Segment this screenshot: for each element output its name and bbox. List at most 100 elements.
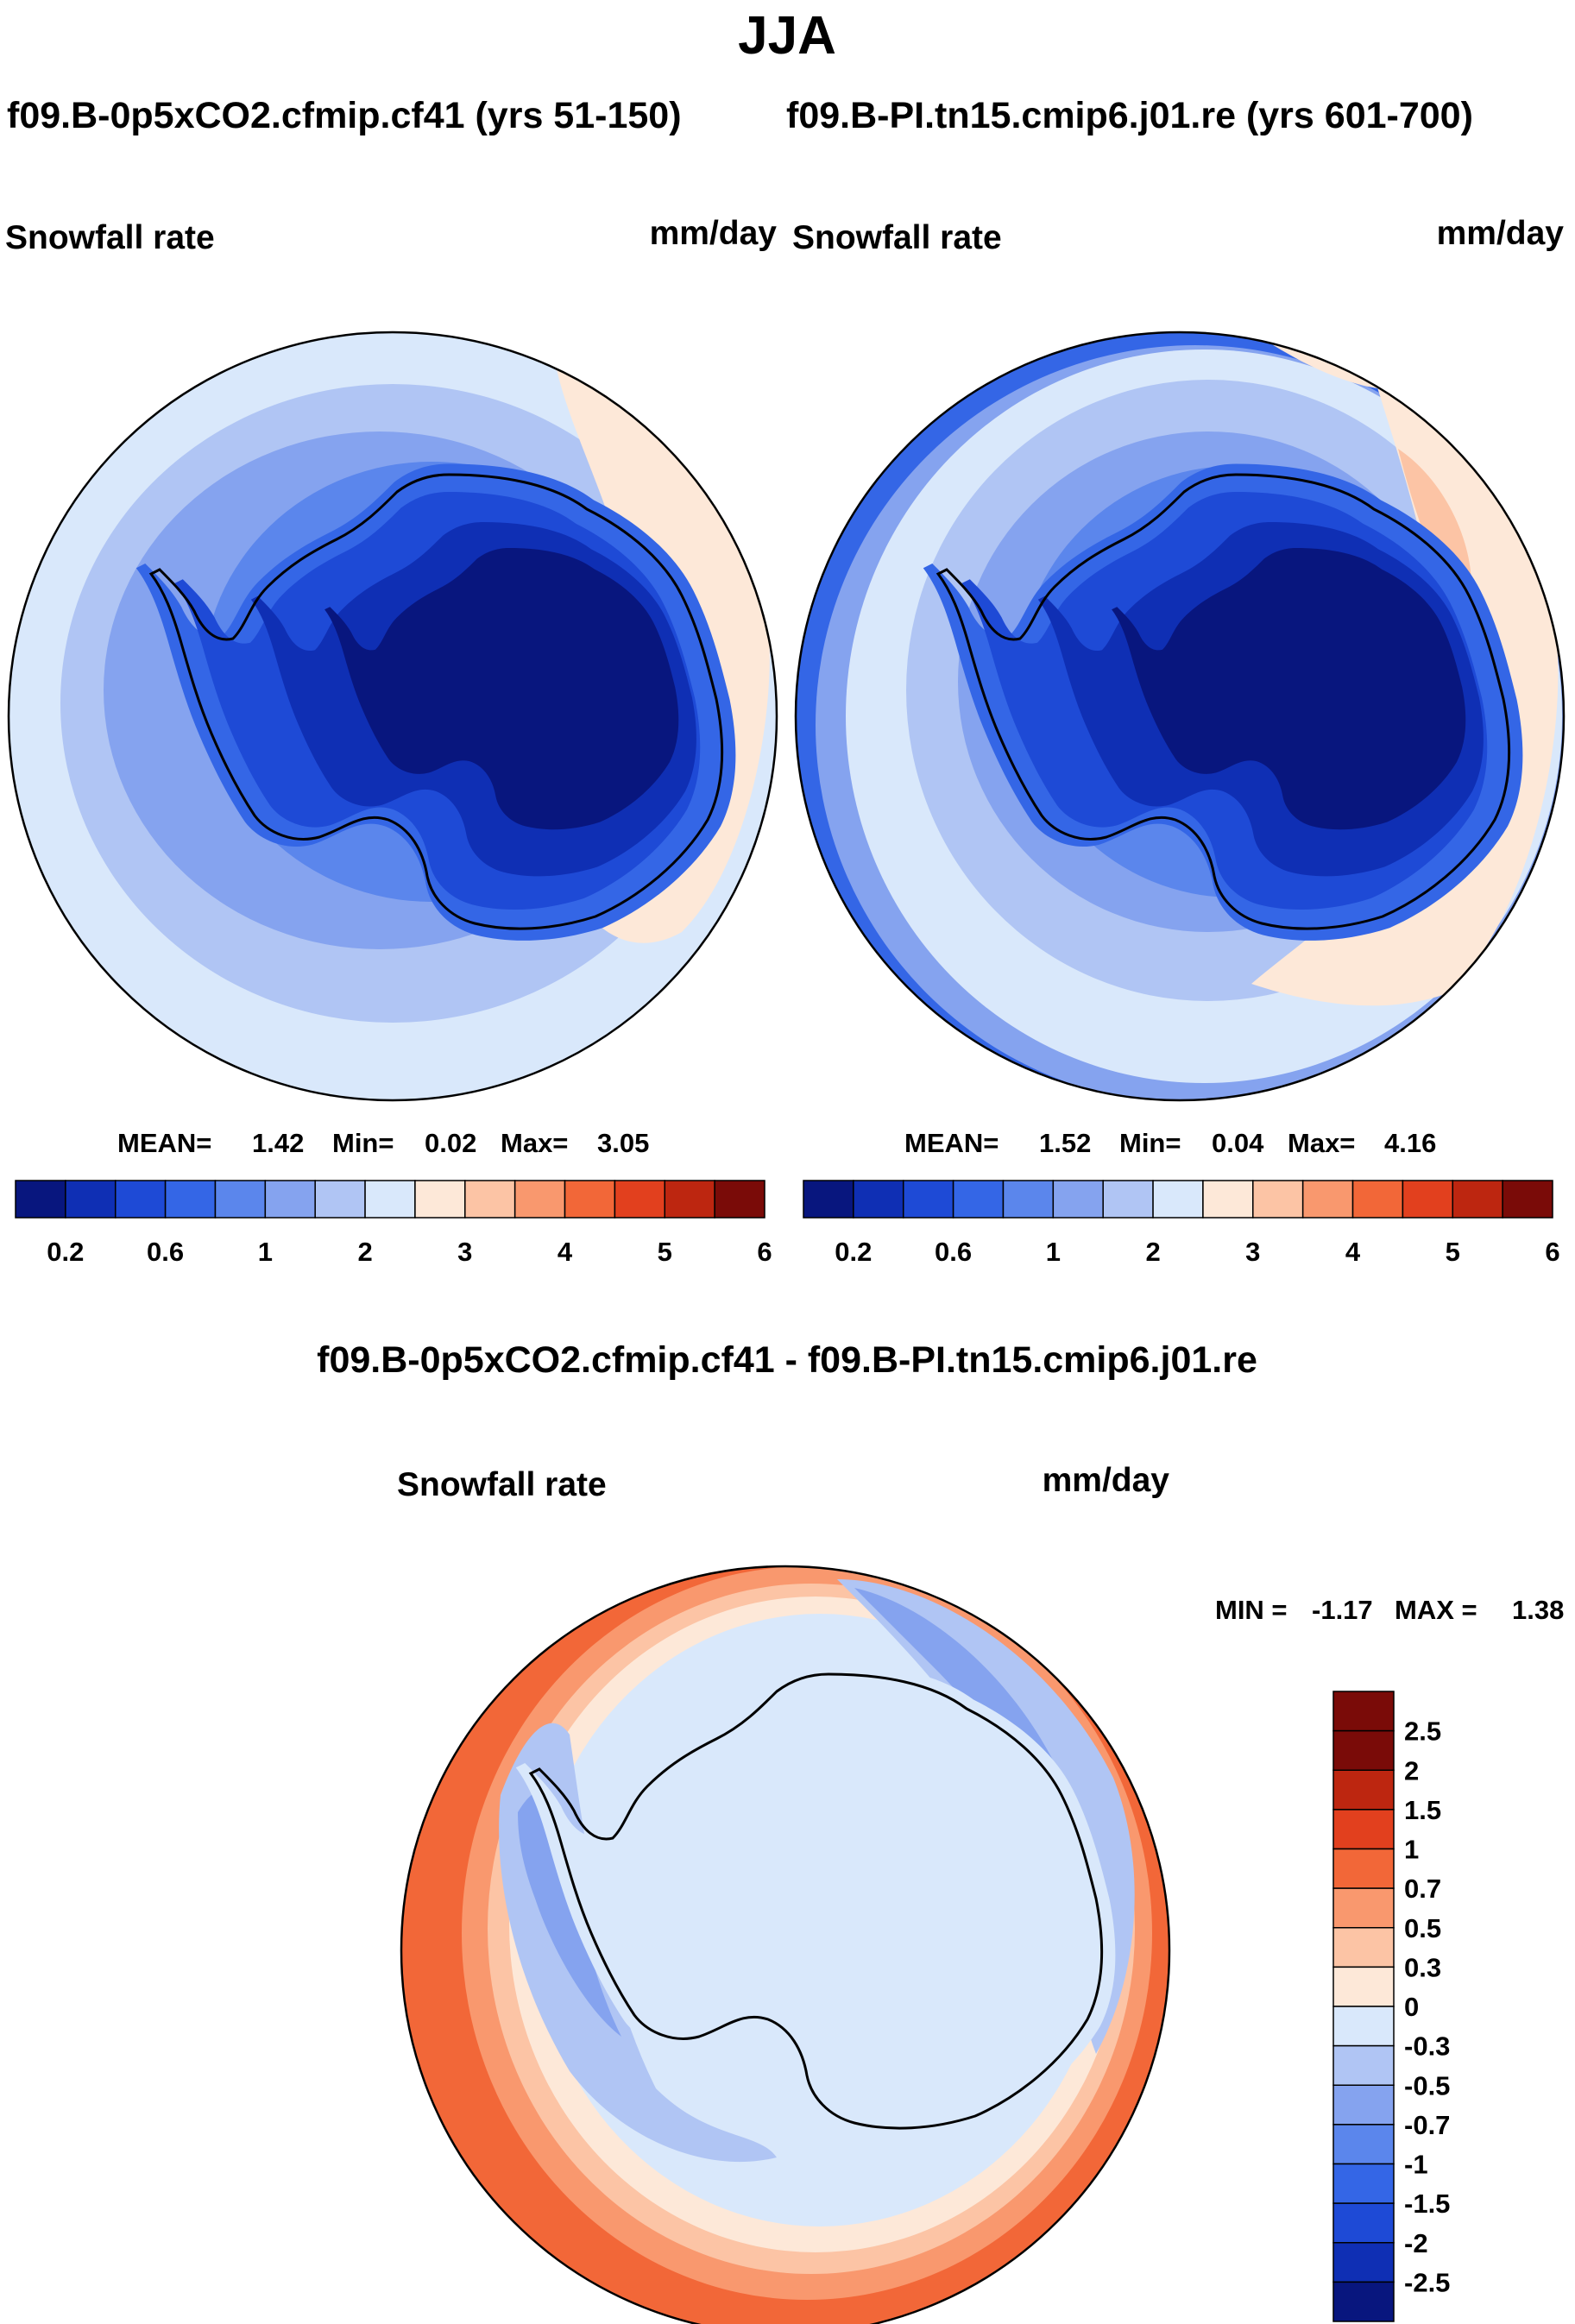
left-colorbar-tick-label: 6 <box>757 1237 772 1267</box>
right-colorbar-box <box>853 1180 904 1219</box>
left-colorbar-tick-label: 0.2 <box>47 1237 84 1267</box>
right-stats-mean-label: MEAN= <box>904 1128 999 1158</box>
right-colorbar <box>803 1180 1553 1219</box>
left-colorbar-box <box>714 1180 765 1219</box>
diff-map <box>401 1566 1169 2324</box>
right-map-border <box>794 331 1566 1102</box>
left-colorbar-tick-label: 4 <box>558 1237 573 1267</box>
diff-map-border <box>400 1565 1171 2324</box>
right-colorbar-box <box>1252 1180 1304 1219</box>
diff-stats-min-label: MIN = <box>1215 1595 1288 1625</box>
diff-variable-label: Snowfall rate <box>397 1466 607 1503</box>
right-colorbar-box <box>952 1180 1005 1219</box>
right-colorbar-box <box>803 1180 854 1219</box>
diff-stats-min: -1.17 <box>1312 1595 1373 1625</box>
left-units-label: mm/day <box>650 215 778 252</box>
left-colorbar-box <box>564 1180 616 1219</box>
diff-colorbar-box <box>1332 2006 1395 2047</box>
diff-colorbar-box <box>1332 1966 1395 2007</box>
right-colorbar-tick-label: 6 <box>1545 1237 1559 1267</box>
diff-panel: f09.B-0p5xCO2.cfmip.cf41 - f09.B-PI.tn15… <box>317 1339 1564 2324</box>
left-map-border <box>7 331 778 1102</box>
diff-colorbar-tick-label: -0.5 <box>1404 2070 1450 2100</box>
diff-colorbar-box <box>1332 1887 1395 1929</box>
left-stats-mean-label: MEAN= <box>117 1128 211 1158</box>
diff-colorbar-box <box>1332 2281 1395 2322</box>
left-colorbar-tick-label: 3 <box>457 1237 472 1267</box>
diff-colorbar-tick-label: 0.5 <box>1404 1913 1441 1943</box>
right-colorbar-box <box>1152 1180 1204 1219</box>
right-colorbar-tick-label: 1 <box>1046 1237 1061 1267</box>
right-colorbar-box <box>1452 1180 1503 1219</box>
right-colorbar-box <box>1351 1180 1404 1219</box>
diff-colorbar-tick-label: 2.5 <box>1404 1716 1441 1747</box>
left-colorbar-tick-label: 1 <box>258 1237 273 1267</box>
diff-colorbar-tick-label: 2 <box>1404 1755 1419 1786</box>
left-colorbar-ticks: 0.2 0.6 1 2 3 4 5 6 <box>47 1237 772 1267</box>
left-colorbar <box>15 1180 765 1219</box>
diff-colorbar-tick-label: 0.3 <box>1404 1952 1441 1982</box>
left-colorbar-box <box>15 1180 66 1219</box>
right-colorbar-tick-label: 2 <box>1145 1237 1160 1267</box>
diff-colorbar-box <box>1332 1691 1395 1732</box>
left-variable-label: Snowfall rate <box>5 219 215 256</box>
right-colorbar-box <box>1052 1180 1104 1219</box>
left-colorbar-box <box>513 1180 566 1219</box>
diff-colorbar-box <box>1332 2084 1395 2126</box>
diff-colorbar-box <box>1332 2124 1395 2165</box>
right-stats-min-label: Min= <box>1119 1128 1181 1158</box>
right-colorbar-tick-label: 3 <box>1245 1237 1260 1267</box>
right-colorbar-box <box>1301 1180 1354 1219</box>
right-colorbar-box <box>1102 1180 1154 1219</box>
left-colorbar-box <box>364 1180 416 1219</box>
diff-colorbar-box <box>1332 2202 1395 2244</box>
diff-colorbar-tick-label: -2.5 <box>1404 2267 1450 2297</box>
diff-stats-max: 1.38 <box>1512 1595 1564 1625</box>
diff-units-label: mm/day <box>1043 1462 1170 1499</box>
left-colorbar-box <box>314 1180 366 1219</box>
diff-colorbar-box <box>1332 1848 1395 1889</box>
diff-colorbar-box <box>1332 2044 1395 2086</box>
diff-colorbar-box <box>1332 1927 1395 1968</box>
diff-colorbar-ticks: 2.5 2 1.5 1 0.7 0.5 0.3 0 -0.3 -0.5 -0.7 -1 -1.5 -2 -2… <box>1404 1716 1450 2298</box>
left-stats-mean: 1.42 <box>252 1128 304 1158</box>
left-colorbar-box <box>65 1180 117 1219</box>
diff-colorbar-tick-label: -0.7 <box>1404 2110 1450 2140</box>
diff-colorbar-box <box>1332 1809 1395 1850</box>
right-colorbar-box <box>902 1180 954 1219</box>
left-colorbar-box <box>114 1180 167 1219</box>
right-stats-mean: 1.52 <box>1039 1128 1091 1158</box>
left-stats-min-label: Min= <box>332 1128 394 1158</box>
left-colorbar-box <box>614 1180 666 1219</box>
left-colorbar-tick-label: 5 <box>658 1237 672 1267</box>
left-case-title: f09.B-0p5xCO2.cfmip.cf41 (yrs 51-150) <box>7 95 682 136</box>
right-colorbar-ticks: 0.2 0.6 1 2 3 4 5 6 <box>835 1237 1559 1267</box>
right-case-title: f09.B-PI.tn15.cmip6.j01.re (yrs 601-700) <box>786 95 1473 136</box>
diff-colorbar-box <box>1332 2242 1395 2283</box>
diff-colorbar-tick-label: 1 <box>1404 1835 1419 1865</box>
diff-colorbar-tick-label: -2 <box>1404 2228 1428 2258</box>
left-stats-max-label: Max= <box>501 1128 568 1158</box>
diff-colorbar-box <box>1332 2163 1395 2204</box>
right-colorbar-box <box>1202 1180 1254 1219</box>
left-map <box>9 332 777 1100</box>
right-variable-label: Snowfall rate <box>792 219 1002 256</box>
right-colorbar-box <box>1002 1180 1055 1219</box>
right-stats-max-label: Max= <box>1288 1128 1355 1158</box>
diff-colorbar <box>1332 1691 1395 2322</box>
left-stats-max: 3.05 <box>597 1128 649 1158</box>
right-colorbar-tick-label: 4 <box>1345 1237 1361 1267</box>
diff-colorbar-tick-label: -1.5 <box>1404 2189 1450 2219</box>
diff-colorbar-box <box>1332 1769 1395 1811</box>
diff-colorbar-tick-label: -0.3 <box>1404 2031 1450 2062</box>
right-units-label: mm/day <box>1437 215 1565 252</box>
right-stats-max: 4.16 <box>1384 1128 1436 1158</box>
right-colorbar-tick-label: 5 <box>1446 1237 1460 1267</box>
right-stats-min: 0.04 <box>1212 1128 1264 1158</box>
left-colorbar-box <box>664 1180 715 1219</box>
diff-stats-max-label: MAX = <box>1395 1595 1477 1625</box>
right-colorbar-tick-label: 0.6 <box>935 1237 972 1267</box>
diff-colorbar-tick-label: -1 <box>1404 2150 1428 2180</box>
diff-colorbar-tick-label: 0 <box>1404 1992 1419 2022</box>
diff-case-title: f09.B-0p5xCO2.cfmip.cf41 - f09.B-PI.tn15… <box>317 1339 1257 1381</box>
